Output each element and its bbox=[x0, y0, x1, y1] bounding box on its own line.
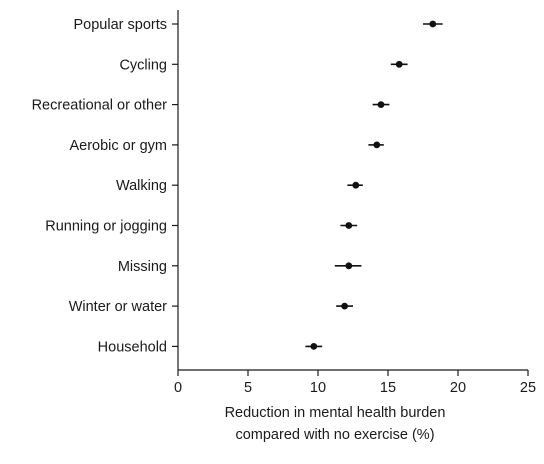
x-tick-label: 10 bbox=[310, 380, 326, 396]
category-label: Recreational or other bbox=[32, 98, 168, 114]
category-label: Winter or water bbox=[69, 299, 167, 315]
category-label: Missing bbox=[118, 259, 167, 275]
category-label: Cycling bbox=[119, 57, 167, 73]
category-label: Walking bbox=[116, 178, 167, 194]
x-tick-label: 25 bbox=[520, 380, 536, 396]
data-point bbox=[345, 222, 353, 229]
x-axis-title: compared with no exercise (%) bbox=[235, 427, 434, 443]
category-label: Aerobic or gym bbox=[69, 138, 167, 154]
category-label: Running or jogging bbox=[45, 219, 167, 235]
category-label: Popular sports bbox=[74, 17, 168, 33]
data-point bbox=[310, 343, 318, 350]
data-point bbox=[373, 141, 381, 149]
data-point bbox=[345, 262, 353, 270]
x-tick-label: 0 bbox=[174, 380, 182, 396]
x-tick-label: 20 bbox=[450, 380, 466, 396]
axes bbox=[172, 10, 529, 376]
x-tick-label: 5 bbox=[244, 380, 252, 396]
category-label: Household bbox=[98, 339, 167, 355]
data-point bbox=[352, 181, 360, 189]
data-point bbox=[429, 20, 437, 28]
x-tick-label: 15 bbox=[380, 380, 396, 396]
data-marks bbox=[305, 20, 443, 350]
labels: 0 5 10 15 20 25 Popular sports Cycling Recreatio… bbox=[32, 17, 536, 443]
data-point bbox=[341, 302, 348, 310]
x-axis-title: Reduction in mental health burden bbox=[225, 405, 446, 421]
data-point bbox=[377, 101, 385, 108]
data-point bbox=[395, 60, 403, 68]
